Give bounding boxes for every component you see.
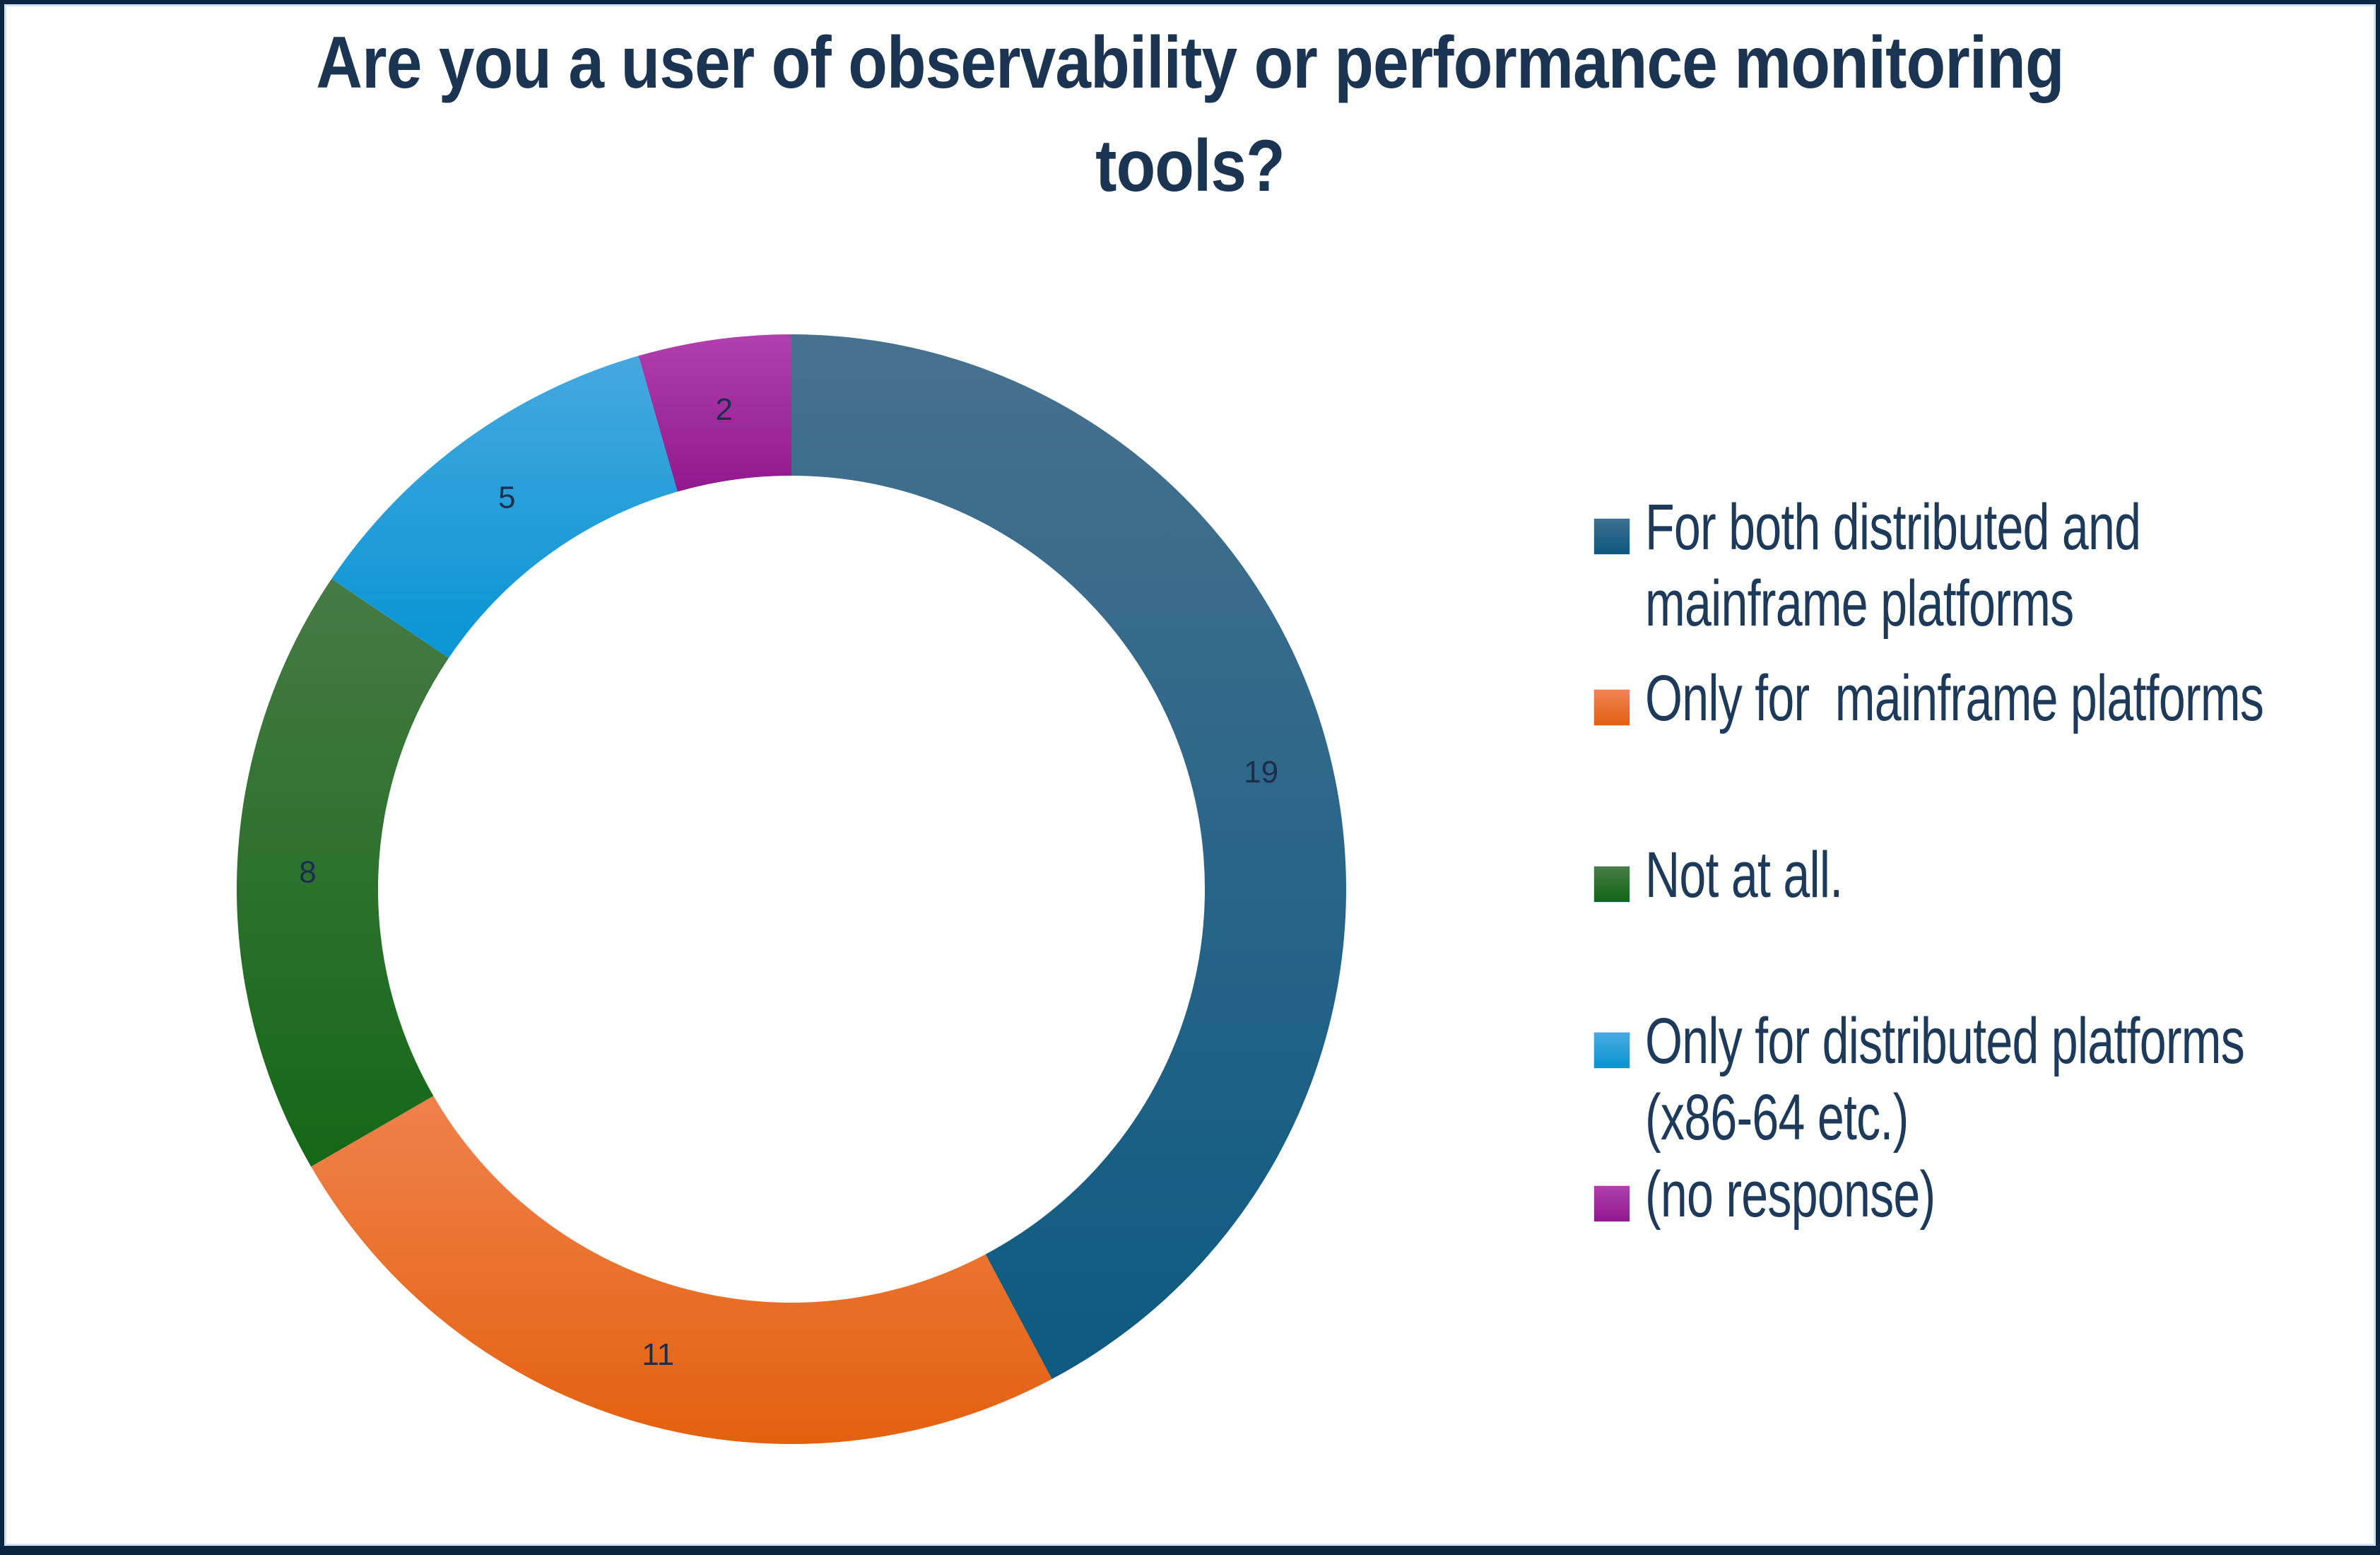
legend-label: Only for distributed platforms (x86-64 e… (1645, 1005, 2245, 1154)
legend-item-distributed-only: Only for distributed platforms (x86-64 e… (1593, 1003, 2379, 1156)
donut-slice-3 (237, 579, 449, 1167)
donut-slice-5 (638, 334, 791, 492)
legend-item-both-platforms: For both distributed and mainframe platf… (1593, 489, 2379, 642)
legend-swatch-magenta (1593, 1185, 1630, 1222)
legend-swatch-orange (1593, 689, 1630, 726)
legend-item-not-at-all: Not at all. (1593, 837, 2379, 913)
donut-slice-1 (791, 334, 1346, 1380)
donut-chart: 19 11 8 5 2 (237, 334, 1346, 1444)
donut-slice-2 (311, 1096, 1052, 1444)
slice-data-label: 5 (498, 480, 515, 515)
donut-slice-4 (331, 356, 678, 658)
legend-item-no-response: (no response) (1593, 1156, 2379, 1233)
slice-data-label: 19 (1244, 755, 1278, 790)
legend-swatch-lightblue (1593, 1032, 1630, 1069)
chart-legend: For both distributed and mainframe platf… (1593, 489, 2379, 1233)
legend-label: Not at all. (1645, 839, 1843, 911)
legend-label: For both distributed and mainframe platf… (1645, 491, 2141, 640)
slice-data-label: 11 (642, 1337, 674, 1372)
slice-data-label: 8 (299, 855, 316, 890)
legend-label: Only for mainframe platforms (1645, 662, 2264, 734)
legend-swatch-green (1593, 866, 1630, 903)
slice-data-label: 2 (715, 392, 732, 427)
chart-title: Are you a user of observability or perfo… (316, 22, 2064, 207)
legend-swatch-teal (1593, 518, 1630, 555)
legend-item-mainframe-only: Only for mainframe platforms (1593, 660, 2379, 737)
legend-label: (no response) (1645, 1158, 1936, 1231)
